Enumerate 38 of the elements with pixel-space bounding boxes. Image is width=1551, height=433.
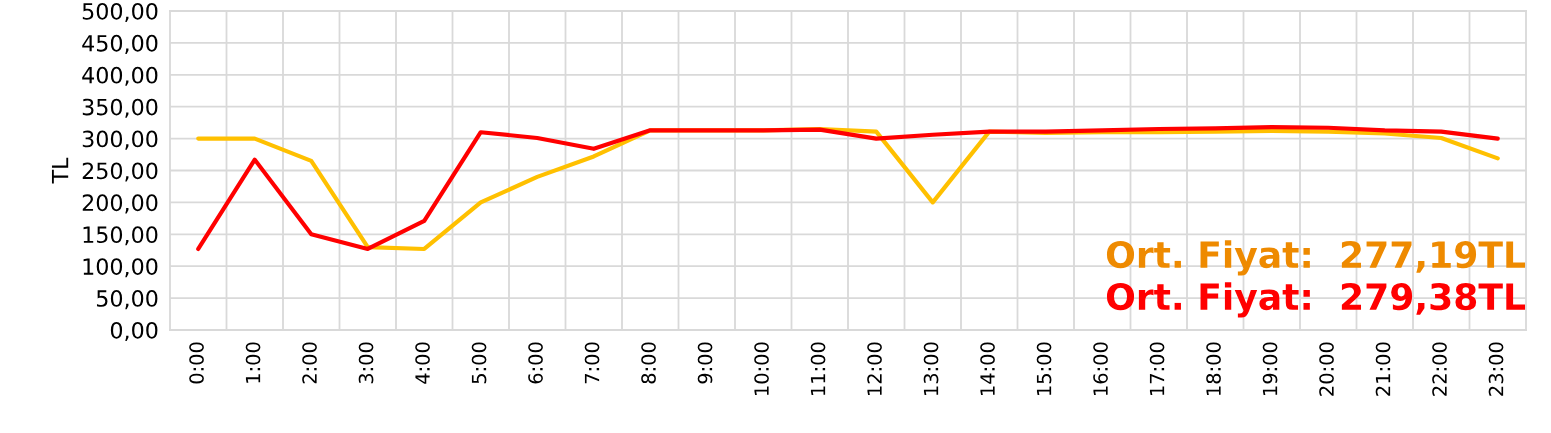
y-tick-label: 0,00 bbox=[110, 321, 158, 342]
y-tick-label: 200,00 bbox=[82, 194, 158, 214]
y-tick-label: 250,00 bbox=[82, 162, 158, 182]
y-tick-label: 400,00 bbox=[82, 66, 158, 86]
x-tick-label: 14:00 bbox=[980, 342, 995, 396]
x-tick-label: 22:00 bbox=[1432, 342, 1447, 396]
annotation: Ort. Fiyat: 279,38TL bbox=[1106, 282, 1526, 318]
x-tick-label: 17:00 bbox=[1149, 342, 1165, 396]
x-tick-label: 4:00 bbox=[415, 342, 430, 384]
x-tick-label: 12:00 bbox=[867, 342, 882, 396]
y-tick-label: 350,00 bbox=[82, 98, 158, 118]
y-tick-label: 500,00 bbox=[82, 2, 158, 23]
x-tick-label: 21:00 bbox=[1375, 342, 1391, 396]
x-tick-label: 16:00 bbox=[1093, 342, 1108, 396]
x-tick-label: 15:00 bbox=[1036, 342, 1052, 396]
x-tick-label: 13:00 bbox=[923, 342, 939, 396]
x-tick-label: 1:00 bbox=[245, 342, 261, 383]
x-tick-label: 2:00 bbox=[302, 342, 317, 384]
y-tick-label: 150,00 bbox=[83, 226, 158, 246]
x-tick-label: 0:00 bbox=[189, 342, 204, 384]
annotation: Ort. Fiyat: 277,19TL bbox=[1106, 240, 1526, 276]
y-tick-label: 300,00 bbox=[82, 130, 158, 150]
x-tick-label: 6:00 bbox=[528, 342, 543, 384]
x-tick-label: 7:00 bbox=[584, 342, 600, 384]
x-tick-label: 8:00 bbox=[641, 342, 656, 384]
y-tick-label: 100,00 bbox=[83, 258, 158, 278]
x-tick-label: 19:00 bbox=[1262, 342, 1278, 396]
x-tick-label: 10:00 bbox=[754, 342, 769, 396]
y-axis-title: TL bbox=[51, 157, 69, 184]
x-tick-label: 3:00 bbox=[358, 342, 374, 384]
x-tick-label: 23:00 bbox=[1488, 342, 1504, 396]
y-tick-label: 50,00 bbox=[96, 290, 158, 310]
x-tick-label: 5:00 bbox=[471, 342, 487, 384]
y-tick-label: 450,00 bbox=[82, 34, 158, 54]
x-tick-label: 11:00 bbox=[810, 342, 826, 396]
x-tick-label: 18:00 bbox=[1206, 342, 1221, 396]
x-tick-label: 20:00 bbox=[1319, 342, 1334, 396]
x-tick-label: 9:00 bbox=[697, 342, 713, 384]
